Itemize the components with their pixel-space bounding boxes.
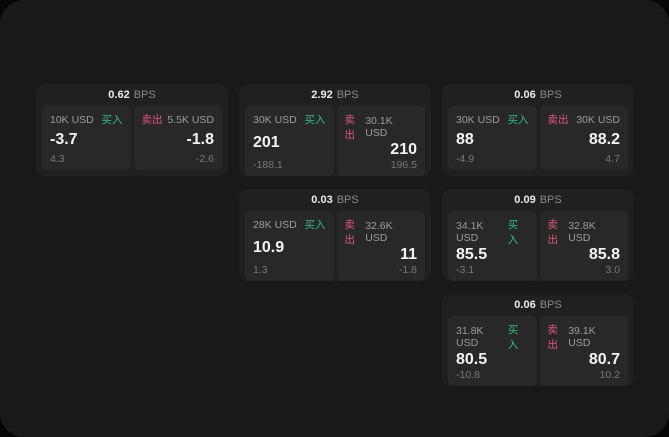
buy-size-label: 34.1K USD [456, 220, 484, 244]
quote-card: 0.03 BPS 28K USD 买入 10.9 1.3 卖出 32.6K US… [239, 189, 431, 281]
card-spread-header: 0.62 BPS [42, 84, 222, 106]
card-spread-header: 0.06 BPS [448, 84, 628, 106]
sell-side-label: 卖出 [344, 219, 356, 246]
buy-price: 88 [456, 130, 474, 148]
buy-side-label: 买入 [304, 114, 326, 126]
buy-delta: 4.3 [50, 152, 65, 165]
buy-delta: 1.3 [253, 263, 268, 276]
sell-price: 85.8 [588, 246, 620, 263]
buy-panel[interactable]: 28K USD 买入 10.9 1.3 [245, 211, 334, 281]
spread-unit: BPS [133, 89, 156, 101]
quote-card: 0.06 BPS 31.8K USD 买入 80.5 -10.8 卖出 39.1… [442, 294, 634, 386]
buy-panel[interactable]: 30K USD 买入 88 -4.9 [448, 106, 537, 170]
quote-card: 2.92 BPS 30K USD 买入 201 -188.1 卖出 30.1K … [239, 84, 431, 176]
buy-price: 85.5 [456, 246, 488, 263]
quote-card: 0.62 BPS 10K USD 买入 -3.7 4.3 卖出 5.5K USD [36, 84, 228, 176]
buy-panel[interactable]: 30K USD 买入 201 -188.1 [245, 106, 334, 176]
spread-unit: BPS [336, 89, 359, 101]
sell-size-label: 32.8K USD [568, 220, 596, 244]
buy-size-label: 30K USD [253, 113, 297, 126]
spread-unit: BPS [336, 194, 359, 206]
card-spread-header: 0.03 BPS [245, 189, 425, 211]
spread-unit: BPS [539, 299, 562, 311]
buy-price: 10.9 [253, 238, 285, 256]
buy-delta: -188.1 [253, 158, 283, 171]
card-body: 30K USD 买入 88 -4.9 卖出 30K USD 88.2 4.7 [448, 106, 628, 170]
sell-size-label: 32.6K USD [365, 220, 393, 244]
card-spread-header: 0.06 BPS [448, 294, 628, 316]
sell-delta: -2.6 [195, 152, 214, 165]
sell-panel[interactable]: 卖出 30.1K USD 210 196.5 [336, 106, 425, 176]
spread-value: 0.03 [311, 194, 333, 206]
spread-unit: BPS [539, 89, 562, 101]
buy-size-label: 31.8K USD [456, 325, 484, 349]
buy-panel[interactable]: 31.8K USD 买入 80.5 -10.8 [448, 316, 537, 386]
buy-side-label: 买入 [507, 219, 519, 246]
sell-side-label: 卖出 [547, 324, 559, 351]
card-body: 34.1K USD 买入 85.5 -3.1 卖出 32.8K USD 85.8… [448, 211, 628, 281]
sell-side-label: 卖出 [344, 114, 356, 141]
buy-side-label: 买入 [101, 114, 123, 126]
sell-size-label: 5.5K USD [167, 113, 214, 126]
sell-size-label: 30.1K USD [365, 115, 393, 139]
sell-panel[interactable]: 卖出 30K USD 88.2 4.7 [539, 106, 628, 170]
spread-value: 0.62 [108, 89, 130, 101]
quote-card: 0.06 BPS 30K USD 买入 88 -4.9 卖出 30K USD [442, 84, 634, 176]
buy-delta: -10.8 [456, 368, 480, 381]
spread-unit: BPS [539, 194, 562, 206]
buy-panel[interactable]: 10K USD 买入 -3.7 4.3 [42, 106, 131, 170]
sell-price: 11 [400, 246, 417, 263]
buy-price: -3.7 [50, 130, 78, 148]
buy-side-label: 买入 [507, 324, 519, 351]
quote-cards-grid: 0.62 BPS 10K USD 买入 -3.7 4.3 卖出 5.5K USD [36, 84, 634, 386]
card-body: 30K USD 买入 201 -188.1 卖出 30.1K USD 210 1… [245, 106, 425, 176]
sell-delta: 196.5 [390, 158, 417, 171]
buy-delta: -4.9 [456, 152, 475, 165]
sell-delta: 10.2 [599, 368, 620, 381]
buy-size-label: 30K USD [456, 113, 500, 126]
sell-panel[interactable]: 卖出 5.5K USD -1.8 -2.6 [133, 106, 222, 170]
sell-side-label: 卖出 [547, 114, 569, 126]
sell-price: 80.7 [588, 351, 620, 368]
sell-size-label: 39.1K USD [568, 325, 596, 349]
buy-size-label: 28K USD [253, 218, 297, 231]
sell-size-label: 30K USD [576, 113, 620, 126]
sell-panel[interactable]: 卖出 32.6K USD 11 -1.8 [336, 211, 425, 281]
sell-side-label: 卖出 [547, 219, 559, 246]
buy-price: 201 [253, 133, 280, 151]
card-body: 28K USD 买入 10.9 1.3 卖出 32.6K USD 11 -1.8 [245, 211, 425, 281]
sell-price: 88.2 [588, 130, 620, 148]
buy-price: 80.5 [456, 351, 488, 368]
sell-panel[interactable]: 卖出 32.8K USD 85.8 3.0 [539, 211, 628, 281]
quote-card: 0.09 BPS 34.1K USD 买入 85.5 -3.1 卖出 32.8K… [442, 189, 634, 281]
buy-delta: -3.1 [456, 263, 475, 276]
card-spread-header: 0.09 BPS [448, 189, 628, 211]
sell-delta: 4.7 [605, 152, 620, 165]
card-body: 31.8K USD 买入 80.5 -10.8 卖出 39.1K USD 80.… [448, 316, 628, 386]
spread-value: 0.06 [514, 89, 536, 101]
buy-size-label: 10K USD [50, 113, 94, 126]
sell-price: 210 [390, 141, 417, 158]
sell-price: -1.8 [186, 130, 214, 148]
spread-value: 0.09 [514, 194, 536, 206]
card-spread-header: 2.92 BPS [245, 84, 425, 106]
buy-side-label: 买入 [507, 114, 529, 126]
buy-side-label: 买入 [304, 219, 326, 231]
sell-side-label: 卖出 [141, 114, 163, 126]
spread-value: 2.92 [311, 89, 333, 101]
spread-value: 0.06 [514, 299, 536, 311]
sell-panel[interactable]: 卖出 39.1K USD 80.7 10.2 [539, 316, 628, 386]
sell-delta: -1.8 [398, 263, 417, 276]
sell-delta: 3.0 [605, 263, 620, 276]
card-body: 10K USD 买入 -3.7 4.3 卖出 5.5K USD -1.8 -2.… [42, 106, 222, 170]
buy-panel[interactable]: 34.1K USD 买入 85.5 -3.1 [448, 211, 537, 281]
